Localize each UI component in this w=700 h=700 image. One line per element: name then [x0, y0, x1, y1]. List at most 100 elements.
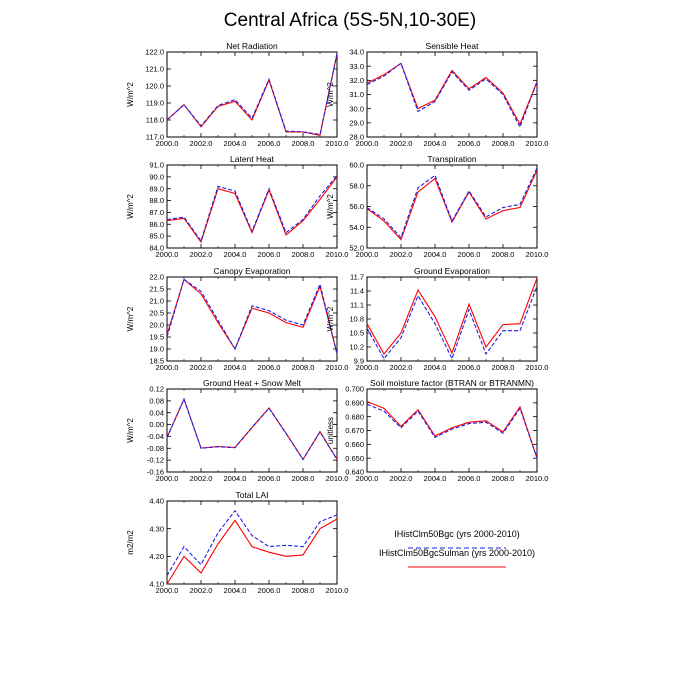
- x-tick-label: 2002.0: [390, 250, 413, 259]
- x-tick-label: 2006.0: [258, 586, 281, 595]
- series-line-ihistclm50bgc-yrs-2000-2010: [166, 397, 338, 461]
- series-line-ihistclm50bgcsulman-yrs-2000-2010: [166, 53, 338, 136]
- y-tick-label: 120.0: [145, 82, 164, 91]
- x-tick-label: 2010.0: [326, 363, 349, 372]
- series-line-ihistclm50bgcsulman-yrs-2000-2010: [166, 397, 338, 461]
- x-tick-label: 2010.0: [326, 139, 349, 148]
- x-tick-label: 2008.0: [292, 474, 315, 483]
- series-line-ihistclm50bgcsulman-yrs-2000-2010: [366, 169, 538, 241]
- x-tick-label: 2008.0: [292, 139, 315, 148]
- y-tick-label: 28.0: [349, 133, 364, 142]
- series-line-ihistclm50bgc-yrs-2000-2010: [166, 175, 338, 243]
- y-axis-label: W/m^2: [126, 194, 135, 219]
- y-tick-label: 31.0: [349, 90, 364, 99]
- x-tick-label: 2002.0: [190, 250, 213, 259]
- x-tick-label: 2004.0: [424, 139, 447, 148]
- y-axis-label: W/m^2: [326, 194, 335, 219]
- panel-title: Soil moisture factor (BTRAN or BTRANMN): [370, 378, 534, 388]
- y-axis-label: unitless: [326, 417, 335, 444]
- x-tick-label: 2002.0: [190, 139, 213, 148]
- x-tick-label: 2010.0: [326, 474, 349, 483]
- x-tick-label: 2002.0: [390, 139, 413, 148]
- x-tick-label: 2010.0: [526, 250, 549, 259]
- legend-label: IHistClm50BgcSulman (yrs 2000-2010): [379, 548, 535, 558]
- series-line-ihistclm50bgcsulman-yrs-2000-2010: [166, 278, 338, 354]
- y-tick-label: 29.0: [349, 118, 364, 127]
- x-tick-label: 2000.0: [356, 363, 379, 372]
- x-tick-label: 2004.0: [224, 250, 247, 259]
- panel-title: Canopy Evaporation: [213, 266, 290, 276]
- series-line-ihistclm50bgcsulman-yrs-2000-2010: [166, 518, 338, 585]
- x-tick-label: 2002.0: [190, 363, 213, 372]
- panel-title: Latent Heat: [230, 154, 275, 164]
- panel-ground-heat-snow-melt: Ground Heat + Snow Melt W/m^2 -0.16 -0.12 -0…: [126, 378, 348, 483]
- y-tick-label: 20.5: [149, 309, 164, 318]
- y-tick-label: 88.0: [149, 196, 164, 205]
- plot-frame: [166, 276, 338, 362]
- y-axis-label: m2/m2: [126, 530, 135, 555]
- panel-title: Transpiration: [427, 154, 477, 164]
- series-line-ihistclm50bgcsulman-yrs-2000-2010: [366, 277, 538, 355]
- y-axis-label: W/m^2: [126, 82, 135, 107]
- x-tick-label: 2010.0: [526, 474, 549, 483]
- x-tick-label: 2008.0: [292, 586, 315, 595]
- plot-frame: [366, 388, 538, 473]
- y-tick-label: 52.0: [349, 244, 364, 253]
- x-tick-label: 2006.0: [258, 250, 281, 259]
- y-tick-label: 117.0: [146, 133, 164, 142]
- panel-title: Ground Evaporation: [414, 266, 490, 276]
- y-tick-label: 84.0: [149, 244, 164, 253]
- plot-frame: [166, 51, 338, 138]
- y-tick-label: 4.20: [149, 552, 164, 561]
- x-tick-label: 2008.0: [292, 363, 315, 372]
- panel-soil-moisture-factor-btran-or-btranmn: Soil moisture factor (BTRAN or BTRANMN) u…: [326, 378, 548, 483]
- y-tick-label: 0.670: [345, 426, 364, 435]
- x-tick-label: 2000.0: [156, 474, 179, 483]
- y-tick-label: 19.5: [149, 333, 164, 342]
- series-line-ihistclm50bgc-yrs-2000-2010: [166, 509, 338, 576]
- y-tick-label: -0.16: [147, 468, 164, 477]
- plot-frame: [166, 164, 338, 249]
- y-tick-label: 118.0: [146, 116, 164, 125]
- plot-frame: [366, 51, 538, 138]
- x-tick-label: 2010.0: [526, 139, 549, 148]
- y-tick-label: 22.0: [149, 273, 164, 282]
- x-tick-label: 2000.0: [356, 139, 379, 148]
- y-tick-label: 121.0: [145, 65, 164, 74]
- y-tick-label: 0.650: [345, 454, 364, 463]
- x-tick-label: 2006.0: [458, 250, 481, 259]
- y-tick-label: 0.08: [149, 396, 164, 405]
- panel-canopy-evaporation: Canopy Evaporation W/m^2 18.5 19.0 19.5 20.0 2…: [126, 266, 348, 372]
- y-tick-label: 85.0: [149, 232, 164, 241]
- series-line-ihistclm50bgc-yrs-2000-2010: [366, 167, 538, 239]
- x-tick-label: 2006.0: [258, 474, 281, 483]
- panel-transpiration: Transpiration W/m^2 52.0 54.0 56.0 58.0 60.0 20…: [326, 154, 548, 259]
- x-tick-label: 2010.0: [326, 250, 349, 259]
- panel-title: Ground Heat + Snow Melt: [203, 378, 302, 388]
- x-tick-label: 2000.0: [356, 474, 379, 483]
- y-tick-label: 0.04: [149, 408, 164, 417]
- y-tick-label: 0.00: [149, 420, 164, 429]
- y-tick-label: 89.0: [149, 184, 164, 193]
- panels-group: Net Radiation W/m^2 117.0 118.0 119.0 120.0 12…: [126, 41, 548, 595]
- x-tick-label: 2000.0: [156, 250, 179, 259]
- y-tick-label: 119.0: [146, 99, 164, 108]
- y-tick-label: 86.0: [149, 220, 164, 229]
- x-tick-label: 2004.0: [224, 139, 247, 148]
- y-tick-label: 11.1: [350, 301, 364, 310]
- x-tick-label: 2004.0: [224, 474, 247, 483]
- series-line-ihistclm50bgc-yrs-2000-2010: [166, 278, 338, 354]
- y-tick-label: 20.0: [149, 321, 164, 330]
- y-tick-label: 58.0: [349, 181, 364, 190]
- y-tick-label: 0.690: [345, 398, 364, 407]
- x-tick-label: 2000.0: [156, 139, 179, 148]
- series-line-ihistclm50bgc-yrs-2000-2010: [366, 62, 538, 129]
- y-tick-label: 56.0: [349, 202, 364, 211]
- y-tick-label: 0.680: [345, 412, 364, 421]
- y-tick-label: 10.8: [349, 315, 364, 324]
- y-tick-label: 34.0: [349, 48, 364, 57]
- panel-ground-evaporation: Ground Evaporation W/m^2 9.9 10.2 10.5 10.8 11…: [326, 266, 548, 372]
- series-line-ihistclm50bgc-yrs-2000-2010: [366, 403, 538, 459]
- y-tick-label: 0.12: [149, 385, 164, 394]
